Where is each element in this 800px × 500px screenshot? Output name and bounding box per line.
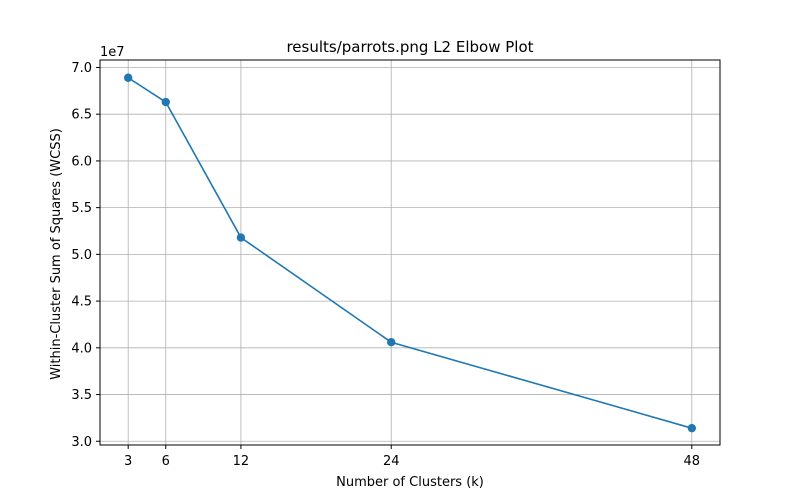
- x-tick-label: 3: [124, 454, 132, 469]
- y-axis-label: Within-Cluster Sum of Squares (WCSS): [49, 128, 64, 380]
- y-tick-label: 3.5: [71, 388, 92, 403]
- data-point: [236, 233, 246, 242]
- y-tick-label: 3.0: [71, 435, 92, 450]
- data-point: [687, 423, 697, 433]
- y-tick-label: 4.0: [71, 341, 92, 356]
- y-axis-scale-label: 1e7: [100, 45, 125, 60]
- y-tick-label: 6.0: [71, 154, 92, 169]
- data-point: [161, 97, 170, 107]
- y-tick-label: 5.5: [71, 201, 92, 216]
- x-tick-label: 24: [383, 454, 400, 469]
- data-point: [387, 338, 396, 347]
- y-tick-label: 7.0: [71, 61, 92, 76]
- y-tick-label: 5.0: [71, 248, 92, 263]
- axes-layer: 3 6 12 24 48 3.0 3.5 4.0 4.5 5.0 5.5 6.0 6.5 7.0: [71, 59, 721, 469]
- x-tick-label: 48: [684, 454, 701, 469]
- x-tick-label: 12: [233, 454, 250, 469]
- chart-title: results/parrots.png L2 Elbow Plot: [286, 38, 533, 56]
- y-tick-label: 6.5: [71, 108, 92, 123]
- x-axis-label: Number of Clusters (k): [336, 475, 484, 490]
- y-tick-label: 4.5: [71, 295, 92, 310]
- plot-frame: [99, 59, 721, 446]
- series-layer: [123, 73, 697, 433]
- grid-layer: [100, 60, 720, 445]
- data-point: [123, 73, 133, 82]
- series-line: [127, 77, 693, 429]
- x-tick-label: 6: [162, 454, 170, 469]
